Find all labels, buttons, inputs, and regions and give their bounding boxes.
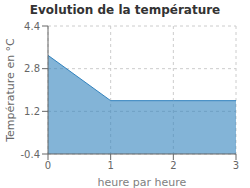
svg-text:2.8: 2.8 <box>24 63 40 74</box>
html-text:Evolution de la température: Evolution de la température <box>29 3 221 17</box>
svg-text:0: 0 <box>45 160 51 171</box>
svg-text:Température en °C: Température en °C <box>8 38 17 143</box>
svg-text:1.2: 1.2 <box>24 106 40 117</box>
svg-text:3: 3 <box>233 160 239 171</box>
svg-text:-0.4: -0.4 <box>20 149 40 160</box>
svg-text:2: 2 <box>170 160 176 171</box>
svg-text:4.4: 4.4 <box>24 21 40 32</box>
svg-text:heure par heure: heure par heure <box>98 176 187 188</box>
svg-text:1: 1 <box>107 160 113 171</box>
